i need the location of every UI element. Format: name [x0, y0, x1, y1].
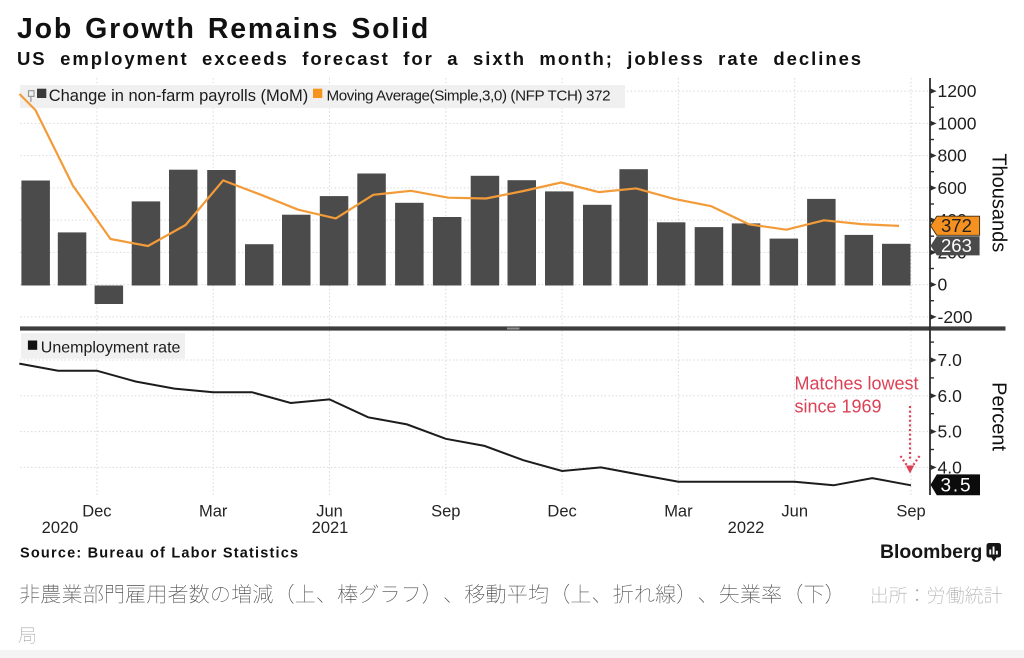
svg-text:since 1969: since 1969 [795, 397, 882, 417]
svg-text:2021: 2021 [312, 519, 349, 537]
svg-text:1200: 1200 [938, 81, 977, 101]
svg-text:Dec: Dec [547, 503, 576, 521]
svg-text:Percent: Percent [988, 382, 1010, 451]
svg-text:Moving Average(Simple,3,0) (NF: Moving Average(Simple,3,0) (NFP TCH) 372 [327, 88, 611, 105]
svg-text:Mar: Mar [199, 503, 228, 521]
svg-text:600: 600 [938, 178, 967, 198]
svg-text:Change in non-farm payrolls (M: Change in non-farm payrolls (MoM) [49, 87, 309, 105]
svg-text:Source: Bureau of Labor Statis: Source: Bureau of Labor Statistics [20, 546, 299, 562]
svg-text:Unemployment rate: Unemployment rate [41, 340, 181, 357]
svg-text:1000: 1000 [938, 113, 977, 133]
svg-text:5.0: 5.0 [938, 422, 963, 442]
svg-text:0: 0 [938, 275, 948, 295]
svg-text:Bloomberg: Bloomberg [880, 541, 982, 563]
svg-text:263: 263 [941, 235, 972, 256]
svg-text:Thousands: Thousands [988, 153, 1010, 252]
svg-text:Jun: Jun [781, 503, 808, 521]
svg-text:2020: 2020 [42, 519, 79, 537]
svg-text:7.0: 7.0 [938, 350, 963, 370]
svg-text:Jun: Jun [316, 503, 343, 521]
svg-text:Dec: Dec [82, 503, 111, 521]
svg-text:800: 800 [938, 146, 967, 166]
svg-text:Sep: Sep [431, 503, 460, 521]
svg-text:372: 372 [941, 215, 972, 236]
svg-text:6.0: 6.0 [938, 386, 963, 406]
svg-text:2022: 2022 [728, 519, 765, 537]
svg-text:Mar: Mar [664, 503, 693, 521]
svg-text:3.5: 3.5 [941, 476, 973, 497]
svg-text:Sep: Sep [896, 503, 925, 521]
svg-text:Matches lowest: Matches lowest [795, 374, 919, 394]
svg-text:4.0: 4.0 [938, 457, 963, 477]
svg-text:-200: -200 [938, 307, 973, 327]
